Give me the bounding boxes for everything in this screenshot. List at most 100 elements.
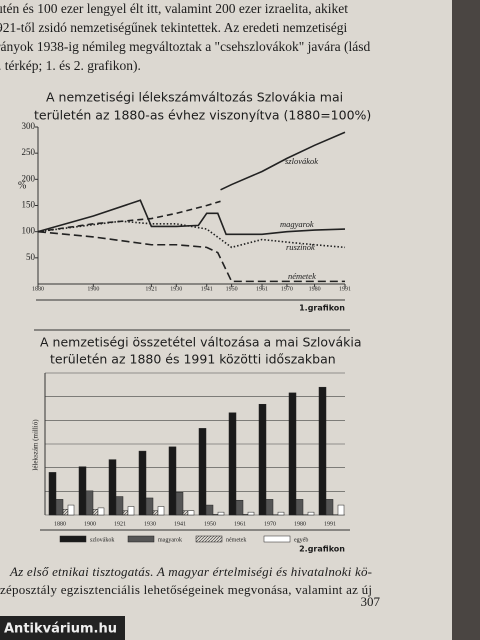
- legend-label: magyarok: [158, 537, 182, 543]
- series-label: szlovákok: [285, 156, 318, 166]
- bar: [127, 506, 135, 516]
- bar: [258, 403, 267, 516]
- bar: [295, 499, 304, 516]
- paper: [0, 0, 452, 640]
- body-text: Az első etnikai tisztogatás. A magyar ér…: [9, 564, 372, 579]
- y-axis-label: lélekszám (millió): [32, 419, 40, 471]
- legend-label: egyéb: [294, 537, 308, 543]
- x-tick-label: 1921: [114, 521, 126, 527]
- legend-label: szlovákok: [90, 537, 114, 543]
- chart-title: területén az 1880 és 1991 közötti idősza…: [50, 352, 336, 367]
- x-tick-label: 1980: [294, 521, 306, 527]
- bar: [247, 511, 255, 516]
- bar: [55, 499, 64, 516]
- bar: [242, 514, 249, 516]
- bar: [182, 510, 189, 516]
- bar: [168, 446, 177, 516]
- y-tick-label: 200: [22, 173, 36, 183]
- bar: [337, 504, 345, 516]
- x-tick-label: 1921: [145, 286, 157, 292]
- x-tick-label: 1961: [234, 521, 246, 527]
- line-series: [37, 199, 346, 236]
- bar: [138, 450, 147, 516]
- bar: [325, 499, 334, 516]
- x-tick-label: 1950: [204, 521, 216, 527]
- bar: [48, 472, 57, 516]
- bar: [228, 412, 237, 516]
- caption: 2.grafikon: [299, 545, 345, 554]
- body-text: zéposztály egzisztenciális lehetőségeine…: [0, 582, 372, 597]
- y-axis-label: %: [18, 180, 26, 191]
- y-tick-label: 250: [22, 147, 36, 157]
- bar: [175, 492, 184, 516]
- bar: [307, 511, 315, 516]
- bar: [122, 510, 129, 516]
- x-tick-label: 1970: [264, 521, 276, 527]
- body-text: . térkép; 1. és 2. grafikon).: [0, 58, 141, 73]
- x-tick-label: 1941: [201, 286, 213, 292]
- line-series: [220, 131, 346, 191]
- bar: [235, 499, 244, 516]
- bar: [288, 392, 297, 516]
- series-label: németek: [288, 271, 316, 281]
- page-number: 307: [361, 594, 381, 609]
- bar: [92, 509, 99, 516]
- bar: [152, 510, 159, 516]
- body-text: utén és 100 ezer lengyel élt itt, valami…: [0, 1, 348, 16]
- x-tick-label: 1880: [32, 286, 44, 292]
- x-tick-label: 1930: [170, 286, 182, 292]
- series-label: magyarok: [280, 219, 314, 229]
- legend-swatch: [59, 535, 87, 543]
- bar: [145, 497, 154, 516]
- bar: [265, 499, 274, 516]
- bar: [198, 428, 207, 516]
- line-series: [37, 220, 346, 249]
- x-tick-label: 1991: [339, 286, 351, 292]
- x-tick-label: 1961: [256, 286, 268, 292]
- y-tick-label: 300: [22, 121, 36, 131]
- chart-title: A nemzetiségi összetétel változása a mai…: [40, 335, 361, 350]
- body-text: rányok 1938-ig némileg megváltoztak a "c…: [0, 39, 371, 54]
- chart-title: A nemzetiségi lélekszámváltozás Szlováki…: [46, 90, 343, 105]
- bar: [62, 509, 69, 516]
- x-tick-label: 1930: [144, 521, 156, 527]
- caption: 1.grafikon: [299, 304, 345, 313]
- x-tick-label: 1900: [87, 286, 99, 292]
- x-tick-label: 1900: [84, 521, 96, 527]
- watermark-bg: [0, 616, 125, 640]
- body-text: 921-től zsidó nemzetiségűnek tekintettek…: [0, 20, 348, 35]
- legend-swatch: [127, 535, 155, 543]
- x-tick-label: 1970: [281, 286, 293, 292]
- x-tick-label: 1950: [226, 286, 238, 292]
- bar: [217, 511, 225, 516]
- x-tick-label: 1991: [324, 521, 336, 527]
- chart-title: területén az 1880-as évhez viszonyítva (…: [34, 108, 371, 123]
- bar: [97, 507, 105, 516]
- bar: [85, 490, 94, 516]
- y-tick-label: 150: [22, 200, 36, 210]
- x-tick-label: 1880: [54, 521, 66, 527]
- watermark: Antikvárium.hu: [4, 622, 117, 637]
- bar: [78, 466, 87, 516]
- bar: [187, 510, 195, 516]
- line-series: [37, 230, 345, 283]
- bar: [67, 504, 75, 516]
- legend-swatch: [263, 535, 291, 543]
- bar: [205, 504, 214, 516]
- bar: [318, 386, 327, 516]
- bar: [212, 514, 219, 516]
- legend-swatch: [195, 535, 223, 543]
- y-tick-label: 50: [26, 252, 36, 262]
- x-tick-label: 1980: [309, 286, 321, 292]
- legend-label: németek: [226, 537, 246, 543]
- bar: [277, 511, 285, 516]
- bar: [115, 496, 124, 516]
- line-series: [37, 200, 221, 233]
- series-label: ruszinok: [286, 242, 315, 252]
- bar: [108, 459, 117, 516]
- bar: [157, 506, 165, 516]
- page-edge: [452, 0, 480, 640]
- y-tick-label: 100: [22, 226, 36, 236]
